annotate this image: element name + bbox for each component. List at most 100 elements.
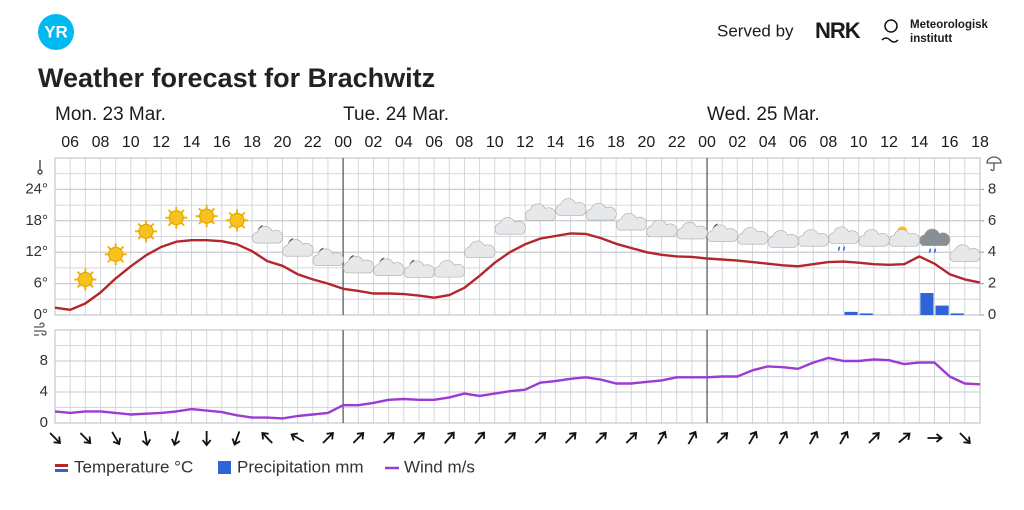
x-tick-label: 06 (61, 134, 79, 151)
wind-arrow (322, 432, 334, 444)
cloud (373, 258, 405, 276)
weather-icon (195, 205, 218, 228)
wind-arrow-shape (868, 432, 880, 444)
sun-ray (150, 222, 155, 228)
wind-arrow-shape (49, 432, 61, 444)
wind-arrow (625, 432, 638, 444)
wind-arrow-shape (231, 431, 241, 446)
sun-ray (198, 220, 203, 225)
x-tick-label: 10 (850, 134, 868, 151)
x-tick-label: 10 (122, 134, 140, 151)
cloud (403, 260, 435, 278)
cloud (767, 230, 799, 248)
wind-arrow (413, 432, 425, 444)
wind-arrow (290, 432, 305, 443)
wind-arrow (383, 432, 395, 444)
x-tick-label: 06 (425, 134, 443, 151)
cloud (525, 203, 556, 221)
wind-arrow-shape (898, 432, 911, 444)
x-tick-label: 08 (92, 134, 110, 151)
x-tick-label: 18 (971, 134, 989, 151)
wind-arrow (959, 432, 971, 444)
cloud (646, 219, 678, 238)
weather-icon (312, 247, 344, 266)
wind-arrow-shape (808, 430, 819, 445)
cloud (434, 260, 465, 278)
x-tick-label: 14 (547, 134, 565, 151)
wind-arrow-shape (474, 431, 486, 444)
wind-arrow (898, 432, 911, 444)
sun-ray (180, 221, 185, 227)
x-tick-label: 16 (941, 134, 959, 151)
weather-icon (104, 243, 127, 266)
wind-arrow-shape (716, 432, 729, 444)
wind-arrow (927, 433, 943, 443)
x-tick-label: 18 (607, 134, 625, 151)
sun (199, 208, 215, 224)
legend-swatch (55, 464, 68, 467)
legend-label: Precipitation mm (237, 457, 364, 476)
sun-ray (137, 222, 142, 228)
precip-bar (844, 311, 858, 315)
sun (168, 210, 184, 226)
weather-icon (74, 268, 97, 291)
cloud (312, 248, 344, 266)
sun (108, 246, 124, 262)
wind-arrow (201, 431, 212, 447)
x-tick-label: 12 (516, 134, 534, 151)
weather-icon (282, 238, 314, 257)
x-tick-label: 20 (274, 134, 292, 151)
day-label: Wed. 25 Mar. (707, 104, 820, 125)
x-tick-label: 00 (334, 134, 352, 151)
wind-icon (34, 322, 47, 336)
sun (77, 271, 93, 287)
wind-arrow (778, 430, 789, 445)
x-tick-label: 02 (365, 134, 383, 151)
cloud (585, 203, 617, 221)
x-tick-label: 16 (213, 134, 231, 151)
cloud (343, 255, 374, 274)
wind-arrow (808, 430, 819, 445)
wind-arrow-shape (564, 432, 577, 444)
cloud (828, 226, 860, 244)
provider: NRK (815, 18, 861, 43)
wind-arrow-shape (444, 431, 455, 444)
sun-ray (241, 224, 246, 229)
met-icon (884, 19, 898, 33)
cloud (494, 217, 526, 235)
legend-swatch (218, 461, 231, 474)
sun-ray (119, 245, 125, 251)
wind-arrow (839, 430, 849, 445)
wind-arrow-shape (657, 430, 667, 445)
wind-arrow-shape (111, 431, 122, 446)
cloud (798, 229, 829, 247)
wind-arrow-shape (261, 432, 273, 444)
sun-ray (76, 271, 82, 276)
cloud (464, 240, 496, 259)
weather-icon (707, 223, 738, 242)
x-tick-label: 14 (910, 134, 928, 151)
wind-arrow (534, 432, 547, 444)
sun-ray (228, 211, 233, 217)
cloud (252, 226, 284, 244)
institute-line: Meteorologisk (910, 19, 989, 31)
institute-line: institutt (910, 33, 952, 45)
cloud (555, 198, 587, 216)
cloud (282, 239, 314, 257)
x-tick-label: 04 (759, 134, 777, 151)
x-tick-label: 14 (183, 134, 201, 151)
legend-swatch (55, 469, 68, 472)
precip-bar (950, 313, 964, 315)
cloud (919, 228, 951, 247)
sun-ray (241, 211, 246, 217)
weather-icon (525, 203, 556, 221)
sun-ray (150, 235, 155, 240)
weather-icon (494, 217, 526, 235)
weather-icon (676, 221, 708, 240)
sun-ray (167, 221, 173, 227)
sun (229, 212, 245, 228)
wind-arrow-shape (839, 430, 849, 445)
weather-icon (616, 212, 647, 231)
wind-arrow (687, 430, 698, 445)
weather-icon (919, 228, 951, 253)
